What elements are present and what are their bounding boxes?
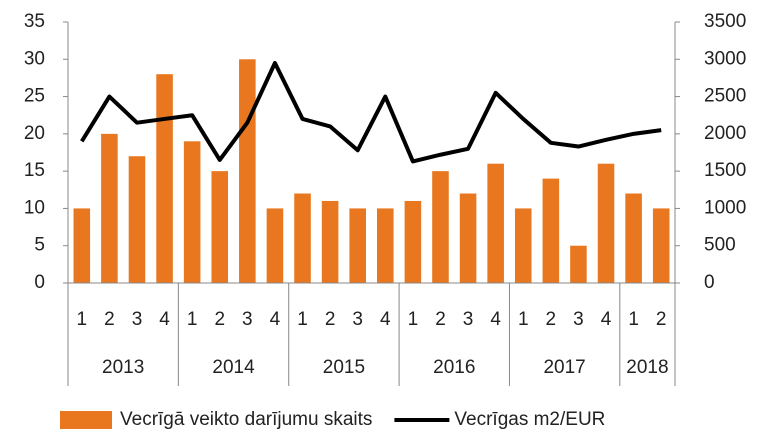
group-label: 2017 [543,357,585,378]
x-tick-label: 2 [435,309,446,330]
x-tick-label: 4 [380,309,391,330]
group-label: 2015 [323,357,365,378]
x-tick-label: 4 [490,309,501,330]
bar [487,163,504,283]
y-tick-label: 15 [24,160,45,181]
y-tick-label: 0 [34,272,45,293]
x-tick-label: 3 [463,309,474,330]
x-tick-label: 1 [297,309,308,330]
bar [597,163,615,283]
y2-tick-label: 2500 [704,86,746,107]
y2-tick-label: 1000 [704,197,746,218]
y-tick-label: 20 [24,123,45,144]
x-tick-label: 2 [546,309,557,330]
y-tick-label: 30 [24,48,45,69]
bar [128,156,146,283]
bar [101,133,118,283]
y-tick-label: 35 [24,11,45,32]
y2-tick-label: 3000 [704,48,746,69]
bar [239,59,256,284]
x-tick-label: 4 [601,309,612,330]
legend-label: Vecrīgā veikto darījumu skaits [120,409,372,430]
x-tick-label: 3 [573,309,584,330]
bar [404,200,422,283]
x-tick-label: 1 [77,309,88,330]
bar [570,245,587,283]
legend-label: Vecrīgas m2/EUR [454,409,605,430]
bar [266,208,284,283]
y-tick-label: 25 [24,86,45,107]
bar [652,208,670,283]
bar [73,208,91,283]
line [80,61,662,164]
x-tick-label: 3 [132,309,143,330]
group-label: 2016 [433,357,475,378]
legend-swatch [60,411,112,429]
y2-tick-label: 1500 [704,160,746,181]
bar [294,193,311,283]
x-tick-label: 4 [159,309,170,330]
bar [542,178,560,283]
x-tick-label: 3 [242,309,253,330]
x-tick-label: 2 [656,309,667,330]
bar [514,208,532,283]
x-tick-label: 3 [352,309,363,330]
bar [211,171,229,283]
y-tick-label: 10 [24,197,45,218]
bar [625,193,642,283]
group-label: 2013 [102,357,144,378]
bar [459,193,477,283]
bar [321,200,339,283]
y-tick-label: 5 [34,235,45,256]
group-label: 2014 [212,357,255,378]
x-tick-label: 2 [214,309,225,330]
bar [377,208,394,283]
x-tick-label: 4 [270,309,281,330]
x-tick-label: 2 [104,309,115,330]
x-tick-label: 1 [628,309,639,330]
y2-tick-label: 0 [704,272,715,293]
x-tick-label: 1 [187,309,198,330]
x-tick-label: 1 [518,309,529,330]
bar [183,141,201,283]
bar [432,171,449,283]
y2-tick-label: 500 [704,235,736,256]
y2-tick-label: 3500 [704,11,746,32]
bar [349,208,366,283]
group-label: 2018 [626,357,668,378]
x-tick-label: 1 [408,309,419,330]
x-tick-label: 2 [325,309,336,330]
y2-tick-label: 2000 [704,123,746,144]
bar [156,74,173,283]
